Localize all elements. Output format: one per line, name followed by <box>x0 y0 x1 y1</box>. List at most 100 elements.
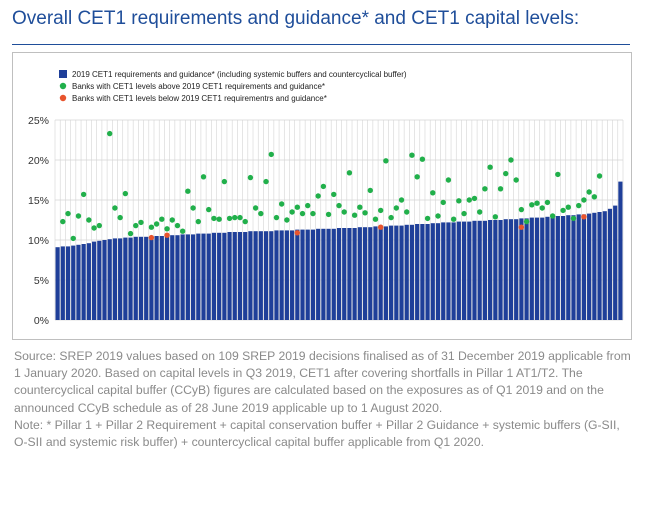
bar <box>514 219 519 320</box>
point-above <box>367 187 373 194</box>
bar <box>170 235 175 320</box>
bar <box>461 221 467 320</box>
bar <box>180 234 185 320</box>
bar <box>133 236 138 320</box>
point-above <box>346 170 353 176</box>
point-above <box>409 152 415 158</box>
point-above <box>388 214 394 221</box>
point-above <box>107 130 113 137</box>
point-above <box>273 214 280 221</box>
bar <box>394 225 399 320</box>
point-above <box>570 215 577 222</box>
point-above <box>206 206 212 213</box>
point-above <box>471 195 478 202</box>
chart-notes: Source: SREP 2019 values based on 109 SR… <box>14 348 634 451</box>
bar <box>472 220 477 320</box>
bar <box>76 244 81 320</box>
bar <box>243 232 248 320</box>
point-below <box>164 232 170 238</box>
bar <box>362 227 368 320</box>
bar <box>211 232 217 320</box>
bar <box>613 205 618 320</box>
point-above <box>211 215 217 222</box>
bar <box>248 231 253 320</box>
bar <box>555 216 560 320</box>
bar <box>441 222 446 320</box>
point-above <box>65 210 71 217</box>
bar <box>446 222 451 320</box>
bar <box>91 241 97 320</box>
cet1-chart: 0% 5% 10% 15% 20% 25% 2019 CET1 requirements a… <box>28 70 624 327</box>
bar <box>545 216 550 320</box>
point-above <box>112 205 118 211</box>
bar <box>550 216 555 320</box>
point-above <box>576 202 582 209</box>
point-above <box>60 218 66 225</box>
bar <box>618 181 623 320</box>
bar <box>389 225 394 320</box>
bar <box>503 219 508 320</box>
bar <box>373 226 378 320</box>
bar <box>263 231 269 320</box>
point-above <box>508 157 514 163</box>
point-above <box>414 174 420 180</box>
bar <box>529 217 534 320</box>
bar <box>352 228 357 320</box>
point-above <box>289 209 295 215</box>
bar <box>435 223 441 320</box>
legend-marker-below <box>59 94 67 102</box>
bar <box>534 217 540 320</box>
bar <box>404 224 409 320</box>
bar <box>571 215 576 320</box>
bar <box>206 233 211 320</box>
bar <box>602 211 607 320</box>
point-above <box>195 218 202 225</box>
bar <box>597 212 602 320</box>
bar <box>237 232 243 320</box>
point-above <box>549 213 556 219</box>
point-above <box>80 191 87 198</box>
bar <box>128 237 133 320</box>
bar <box>60 246 65 320</box>
point-above <box>164 226 170 232</box>
point-above <box>404 209 410 215</box>
point-above <box>185 188 191 194</box>
bar <box>378 226 383 320</box>
legend-label: 2019 CET1 requirements and guidance* (in… <box>72 70 407 79</box>
bar <box>336 228 342 320</box>
point-above <box>424 215 431 222</box>
bar <box>290 230 295 320</box>
bar <box>430 223 435 320</box>
bar <box>326 228 331 320</box>
point-above <box>252 205 259 211</box>
bar <box>482 220 487 320</box>
y-tick-label: 25% <box>28 115 49 127</box>
point-above <box>216 216 222 222</box>
point-above <box>430 190 436 196</box>
bar <box>138 236 144 320</box>
point-above <box>299 210 306 217</box>
point-above <box>91 225 97 231</box>
point-above <box>513 177 519 183</box>
point-above <box>482 186 488 192</box>
bar <box>310 229 316 320</box>
bar <box>154 236 159 320</box>
point-above <box>357 204 363 210</box>
bar <box>196 233 201 320</box>
bar <box>592 212 597 320</box>
bar <box>368 227 373 320</box>
point-above <box>258 210 264 217</box>
point-above <box>153 221 160 227</box>
bar <box>316 228 321 320</box>
bar <box>425 224 430 320</box>
point-above <box>200 174 207 180</box>
bar <box>102 240 107 320</box>
legend-label: Banks with CET1 levels below 2019 CET1 r… <box>72 94 327 103</box>
bar <box>185 234 190 320</box>
chart-title: Overall CET1 requirements and guidance* … <box>12 8 580 29</box>
point-above <box>133 222 139 229</box>
point-above <box>596 173 603 179</box>
point-above <box>534 200 540 206</box>
point-above <box>445 177 452 183</box>
point-above <box>586 189 592 195</box>
